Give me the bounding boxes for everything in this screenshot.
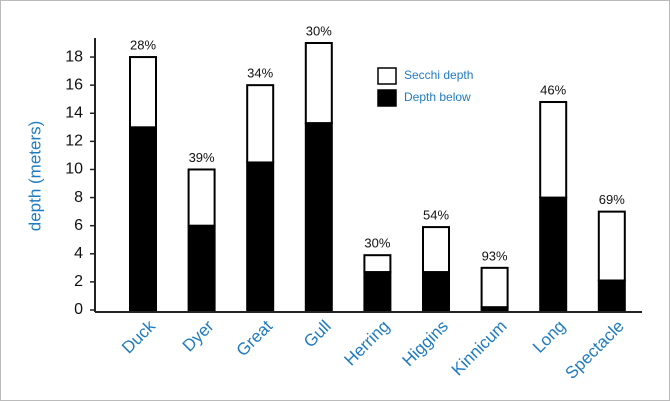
bar-segment	[597, 210, 626, 282]
bar-annotation: 28%	[130, 37, 156, 52]
y-axis-label: depth (meters)	[25, 121, 44, 232]
bar-segment	[539, 101, 568, 199]
bar-segment	[597, 279, 626, 311]
bar-segment	[187, 168, 216, 227]
bar-segment	[422, 226, 450, 274]
y-tick-label: 10	[65, 161, 83, 178]
bar-segment	[246, 84, 275, 164]
bar-annotation: 93%	[482, 248, 508, 263]
y-tick-label: 2	[74, 273, 83, 290]
y-tick-label: 6	[74, 217, 83, 234]
legend-label: Secchi depth	[404, 68, 473, 82]
legend-swatch	[377, 89, 397, 107]
bar-segment	[187, 224, 216, 311]
bar-annotation: 30%	[364, 236, 390, 251]
y-tick-label: 18	[65, 48, 83, 65]
bar-segment	[363, 271, 392, 311]
bar-segment	[129, 56, 157, 129]
bar-annotation: 69%	[599, 192, 625, 207]
bar-annotation: 54%	[423, 208, 449, 223]
bar-segment	[422, 271, 450, 311]
legend-label: Depth below	[404, 90, 471, 104]
bar-annotation: 34%	[247, 66, 273, 81]
y-tick-label: 12	[65, 133, 83, 150]
bar-segment	[304, 122, 333, 311]
bar-segment	[246, 161, 275, 311]
bar-segment	[304, 42, 333, 125]
bar-annotation: 39%	[189, 150, 215, 165]
y-tick-label: 4	[74, 245, 83, 262]
bar-segment	[363, 254, 392, 274]
bar-annotation: 46%	[540, 82, 566, 97]
y-tick-label: 14	[65, 104, 83, 121]
y-tick-label: 16	[65, 76, 83, 93]
bar-segment	[129, 126, 157, 311]
y-tick-label: 0	[74, 301, 83, 318]
bar-segment	[480, 266, 509, 309]
legend-swatch	[377, 67, 397, 85]
bar-annotation: 30%	[306, 23, 332, 38]
bar-segment	[539, 196, 568, 311]
y-tick-label: 8	[74, 189, 83, 206]
